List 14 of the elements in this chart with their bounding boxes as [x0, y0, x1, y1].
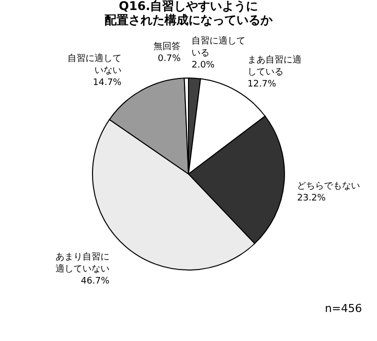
slice-label: 無回答 — [154, 41, 181, 52]
data-label: 12.7% — [248, 79, 277, 90]
chart-title: Q16.自習しやすいように配置された構成になっているか — [104, 0, 274, 27]
data-label: 46.7% — [80, 276, 110, 287]
data-label: 23.2% — [297, 193, 326, 204]
data-label: 2.0% — [192, 60, 215, 70]
slice-label: 自習に適していない — [67, 53, 122, 76]
slice-label: 自習に適している — [192, 35, 246, 58]
data-label: 0.7% — [158, 54, 182, 64]
slice-label: あまり自習に適していない — [55, 252, 110, 275]
slice-label: どちらでもない — [297, 181, 360, 192]
slice-label: まあ自習に適している — [248, 54, 302, 78]
data-label: 14.7% — [92, 78, 122, 88]
text: n=456 — [324, 302, 362, 315]
